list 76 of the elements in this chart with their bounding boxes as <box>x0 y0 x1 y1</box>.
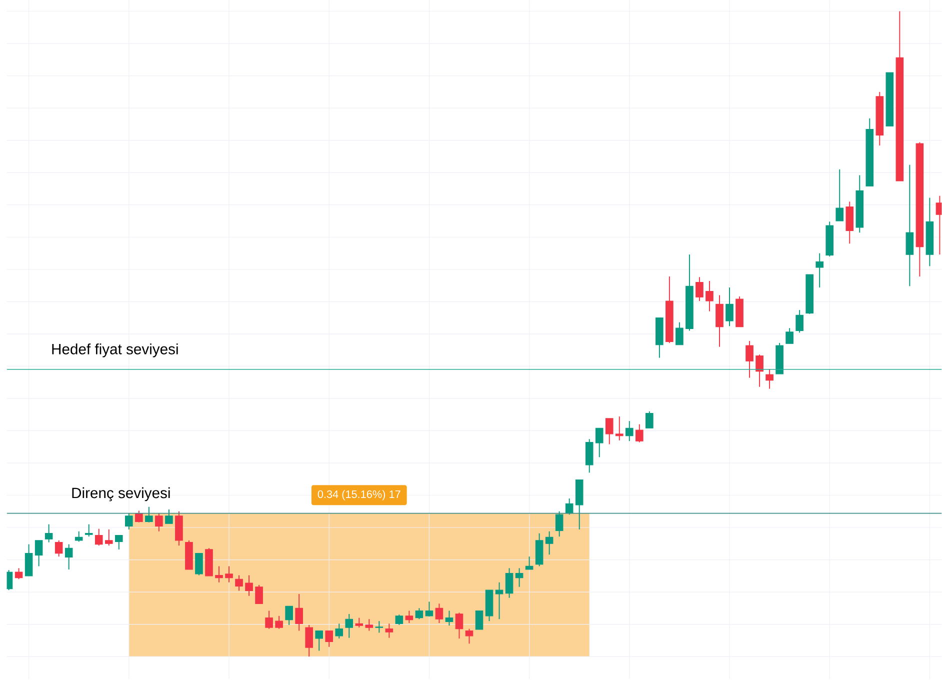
candlestick <box>235 574 243 592</box>
candlestick <box>836 168 844 222</box>
candlestick <box>54 540 63 558</box>
candlestick <box>585 438 594 474</box>
candlestick <box>325 630 334 648</box>
candlestick <box>245 574 253 596</box>
candlestick <box>195 552 203 576</box>
candlestick <box>565 498 574 516</box>
candlestick <box>275 615 283 630</box>
candlestick <box>906 164 914 287</box>
candlestick <box>355 617 364 628</box>
candlestick <box>165 508 173 524</box>
annotation: 0.34 (15.16%) 17 <box>318 490 400 500</box>
candlestick <box>385 623 394 638</box>
candlestick <box>646 410 654 429</box>
candlestick <box>345 614 354 638</box>
candlestick <box>44 524 53 543</box>
candlestick <box>115 534 123 550</box>
candlestick <box>816 252 824 288</box>
candlestick <box>545 530 554 556</box>
candlestick <box>615 416 624 441</box>
candlestick <box>636 424 644 443</box>
candlestick <box>425 601 434 618</box>
candlestick <box>104 528 113 546</box>
candlestick <box>515 568 524 588</box>
candlestick <box>415 608 424 620</box>
candlestick <box>626 420 634 442</box>
candlestick <box>746 340 754 378</box>
candlestick <box>535 532 544 567</box>
candlestick <box>505 568 514 598</box>
candlestick <box>846 201 854 244</box>
candlestick <box>395 614 404 626</box>
candlestick <box>676 322 684 346</box>
candlestick <box>605 418 614 445</box>
ref-line-label: Direnç seviyesi <box>72 487 170 502</box>
candlestick <box>225 566 233 583</box>
candlestick <box>435 603 444 624</box>
candlestick <box>525 556 534 570</box>
candlestick <box>14 568 23 580</box>
candlestick <box>335 623 344 640</box>
candlestick <box>215 566 223 583</box>
ref-line-label: Hedef fiyat seviyesi <box>52 344 178 358</box>
candlestick <box>595 428 604 458</box>
candlestick <box>64 544 73 570</box>
candlestick <box>155 512 163 532</box>
candlestick <box>796 310 804 334</box>
candlestick <box>24 544 33 576</box>
candlestick <box>756 354 764 388</box>
candlestick <box>265 610 273 630</box>
candlestick <box>285 606 293 626</box>
candlestick <box>145 506 153 523</box>
candlestick <box>465 628 474 644</box>
candlestick <box>716 294 724 348</box>
candlestick <box>766 368 774 390</box>
candlestick <box>445 610 454 626</box>
candlestick <box>125 512 133 530</box>
candlestick <box>706 280 714 312</box>
candlestick <box>555 510 564 538</box>
candlestick <box>786 328 794 344</box>
candlestick <box>255 584 263 604</box>
candlestick <box>405 610 414 624</box>
candlestick <box>135 510 143 523</box>
candlestick <box>315 630 324 652</box>
candlestick <box>375 620 384 634</box>
candlestick <box>726 286 734 327</box>
candlestick <box>74 530 83 542</box>
candlestick <box>295 594 303 632</box>
candlestick <box>495 582 504 620</box>
candlestick <box>455 612 464 640</box>
candlestick <box>94 528 103 546</box>
candlestick <box>365 618 374 632</box>
candlestick <box>84 524 93 538</box>
candlestick <box>696 276 704 302</box>
candlestick <box>305 624 313 658</box>
candlestick <box>475 610 484 630</box>
candlestick <box>34 540 43 567</box>
